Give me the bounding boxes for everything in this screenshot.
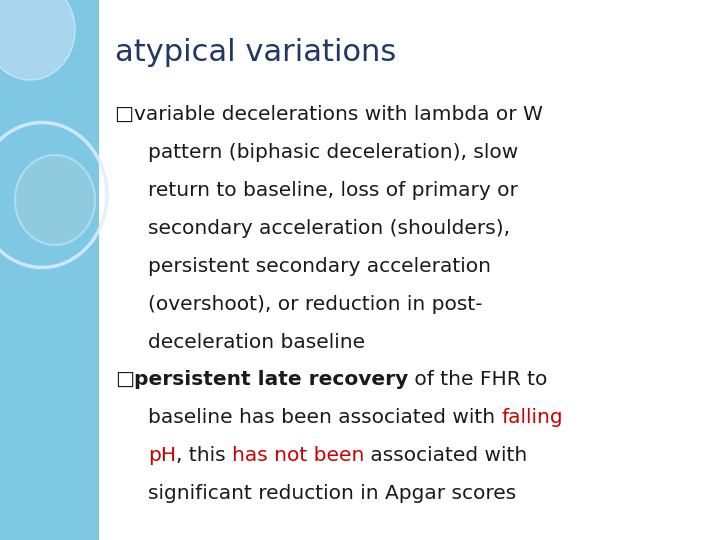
Text: of the FHR to: of the FHR to: [408, 370, 548, 389]
Text: associated with: associated with: [364, 446, 528, 465]
Text: pH: pH: [148, 446, 176, 465]
Ellipse shape: [0, 0, 75, 80]
Text: persistent secondary acceleration: persistent secondary acceleration: [148, 257, 491, 276]
Text: □variable decelerations with lambda or W: □variable decelerations with lambda or W: [115, 105, 543, 124]
Bar: [0, 0, 99, 540]
Text: has not been: has not been: [232, 446, 364, 465]
Ellipse shape: [15, 155, 95, 245]
Text: return to baseline, loss of primary or: return to baseline, loss of primary or: [148, 181, 518, 200]
Text: falling: falling: [502, 408, 563, 427]
Text: pattern (biphasic deceleration), slow: pattern (biphasic deceleration), slow: [148, 143, 518, 162]
Text: atypical variations: atypical variations: [115, 38, 396, 67]
Text: secondary acceleration (shoulders),: secondary acceleration (shoulders),: [148, 219, 510, 238]
Text: deceleration baseline: deceleration baseline: [148, 333, 365, 352]
Text: (overshoot), or reduction in post-: (overshoot), or reduction in post-: [148, 295, 482, 314]
Text: persistent late recovery: persistent late recovery: [134, 370, 408, 389]
Text: □: □: [115, 370, 134, 389]
Text: baseline has been associated with: baseline has been associated with: [148, 408, 502, 427]
Text: significant reduction in Apgar scores: significant reduction in Apgar scores: [148, 484, 516, 503]
Text: , this: , this: [176, 446, 232, 465]
